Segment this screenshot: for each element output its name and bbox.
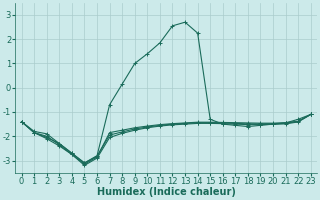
X-axis label: Humidex (Indice chaleur): Humidex (Indice chaleur): [97, 187, 236, 197]
